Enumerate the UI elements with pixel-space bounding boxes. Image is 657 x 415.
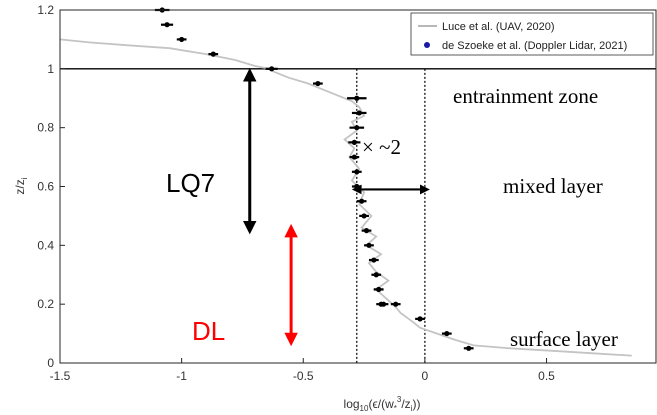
factor-label: × ~2 (362, 135, 401, 159)
legend-entry-deszoeke: de Szoeke et al. (Doppler Lidar, 2021) (442, 40, 627, 52)
xlabel-sub: 10 (360, 404, 369, 413)
y-tick-label: 0.6 (37, 180, 54, 194)
lidar-point (351, 139, 357, 145)
xlabel-main: log (344, 397, 360, 411)
lidar-point (315, 80, 321, 87)
lidar-point (393, 301, 399, 307)
lidar-point (351, 154, 357, 160)
xlabel-zi: i (411, 404, 413, 413)
legend-box (410, 12, 654, 56)
y-axis-ticks: 0 0.2 0.4 0.6 0.8 1 1.2 (37, 3, 65, 370)
lidar-point (354, 95, 360, 101)
x-tick-label: -1 (176, 369, 187, 383)
entrainment-zone-label: entrainment zone (453, 84, 598, 108)
lidar-point (354, 125, 360, 131)
ylabel-main: z/z (13, 179, 27, 194)
legend-dot-swatch (424, 42, 430, 48)
lidar-point (371, 257, 377, 263)
lidar-point (354, 169, 360, 175)
lidar-point (417, 316, 423, 322)
lidar-point (359, 198, 365, 204)
y-tick-label: 1 (47, 62, 54, 76)
lidar-point (380, 301, 387, 307)
x-tick-label: -1.5 (50, 369, 71, 383)
lq7-label: LQ7 (166, 168, 215, 198)
y-tick-label: 0.8 (37, 121, 54, 135)
lidar-point (376, 286, 382, 293)
xlabel-paren: (ϵ/(w (368, 397, 394, 411)
lidar-point (366, 242, 372, 248)
lidar-point (444, 330, 450, 337)
lidar-point (179, 36, 185, 43)
annotation-arrows (242, 67, 430, 347)
reference-lines (60, 68, 656, 363)
mixed-layer-label: mixed layer (503, 174, 603, 198)
y-axis-label: z/zi (13, 177, 29, 194)
lidar-point (356, 110, 362, 116)
legend-entry-luce: Luce et al. (UAV, 2020) (442, 21, 555, 33)
xlabel-close: )) (412, 397, 420, 411)
lidar-point (466, 345, 472, 351)
lidar-point (373, 272, 379, 278)
surface-layer-label: surface layer (510, 327, 618, 351)
xlabel-tail: /z (401, 397, 410, 411)
lidar-point (269, 66, 275, 72)
x-axis-ticks: -1.5 -1 -0.5 0 0.5 (50, 358, 555, 383)
x-tick-label: 0.5 (538, 369, 555, 383)
ylabel-sub: i (20, 177, 29, 179)
x-tick-label: 0 (422, 369, 429, 383)
xlabel-cube: 3 (397, 395, 402, 404)
x-tick-label: -0.5 (293, 369, 314, 383)
lidar-point (354, 183, 360, 190)
y-tick-label: 0 (47, 356, 54, 370)
x-axis-label: log10(ϵ/(w*3/zi)) (344, 395, 421, 413)
y-tick-label: 0.2 (37, 297, 54, 311)
lidar-point (361, 213, 367, 219)
dl-label: DL (192, 316, 225, 346)
legend: Luce et al. (UAV, 2020) de Szoeke et al.… (410, 12, 654, 56)
y-tick-label: 0.4 (37, 238, 54, 252)
lidar-point (164, 22, 170, 28)
lidar-point (363, 228, 370, 234)
lidar-point (210, 51, 216, 57)
y-tick-label: 1.2 (37, 3, 54, 17)
xlabel-star: * (394, 404, 397, 413)
